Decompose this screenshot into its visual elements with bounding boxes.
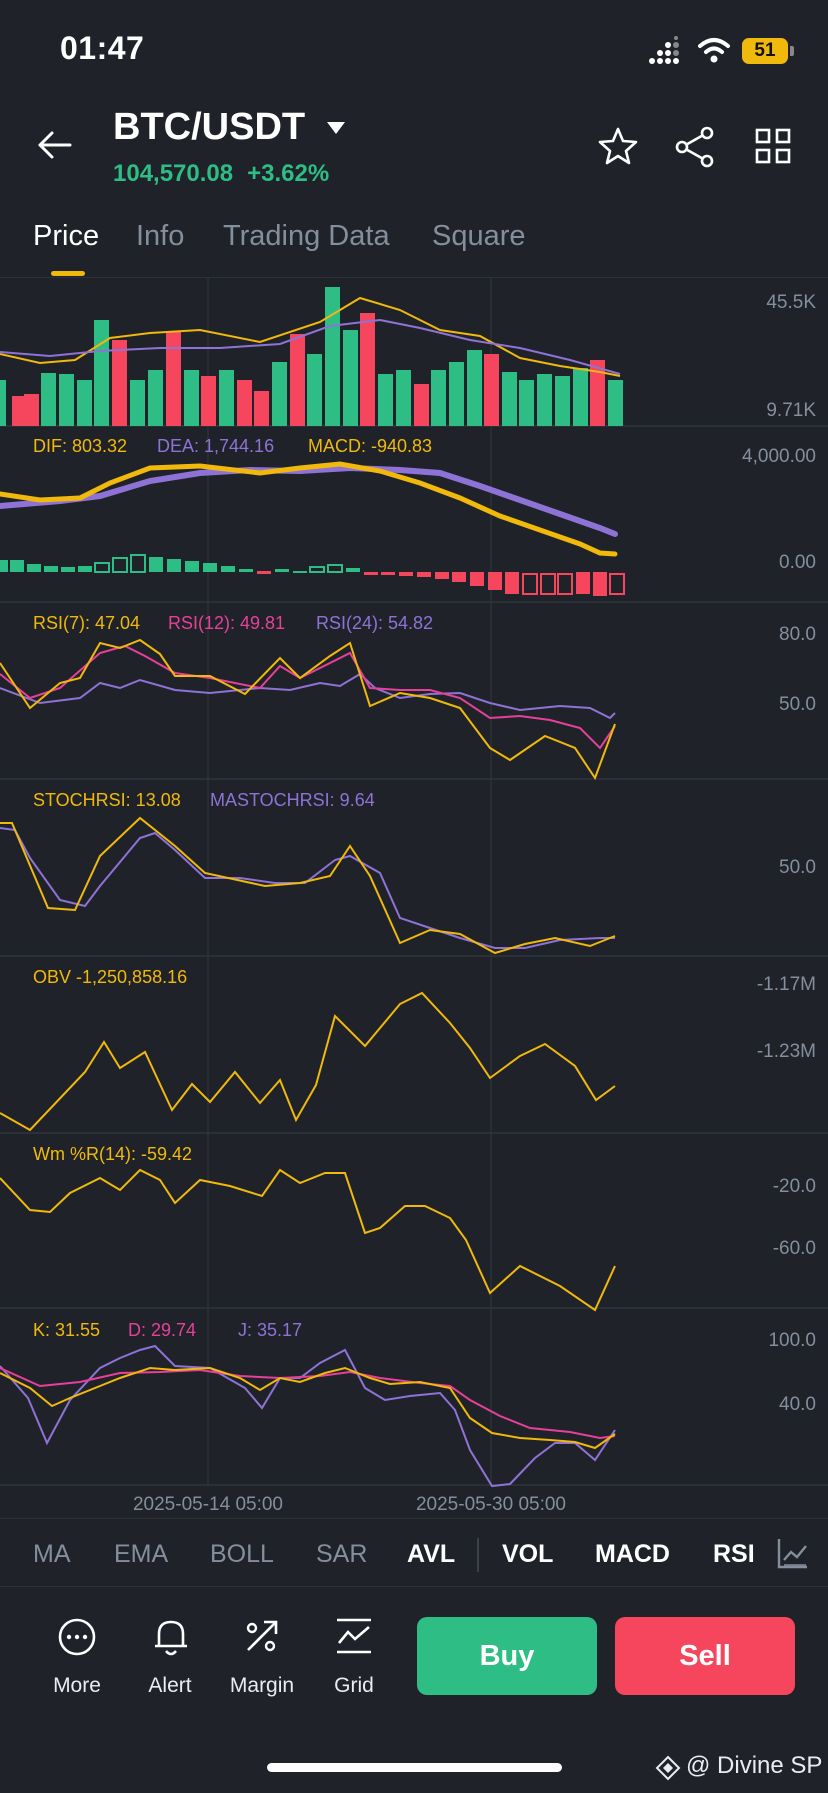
rsi7-line — [0, 638, 616, 781]
volume-bars — [0, 287, 623, 426]
tab-square[interactable]: Square — [432, 220, 526, 252]
indicator-rsi[interactable]: RSI — [713, 1540, 755, 1568]
svg-text:MASTOCHRSI: 9.64: MASTOCHRSI: 9.64 — [210, 790, 375, 810]
more-label: More — [53, 1674, 101, 1697]
back-arrow-icon[interactable] — [36, 128, 74, 162]
margin-label: Margin — [229, 1674, 295, 1697]
price-line: 104,570.08 +3.62% — [113, 160, 343, 188]
svg-text:4,000.00: 4,000.00 — [742, 446, 816, 467]
signal-icon — [649, 36, 679, 64]
svg-text:STOCHRSI: 13.08: STOCHRSI: 13.08 — [33, 790, 181, 810]
macd-histogram — [0, 554, 625, 596]
svg-text:-1.17M: -1.17M — [757, 974, 816, 995]
grid-layout-icon[interactable] — [755, 128, 791, 164]
svg-text:-60.0: -60.0 — [773, 1238, 816, 1259]
price-change: +3.62% — [247, 160, 330, 187]
svg-text:DEA: 1,744.16: DEA: 1,744.16 — [157, 436, 274, 456]
status-time: 01:47 — [60, 30, 145, 66]
grid-bot-icon — [337, 1618, 371, 1654]
svg-text:MACD: -940.83: MACD: -940.83 — [308, 436, 432, 456]
battery-cap — [790, 46, 794, 56]
indicator-sar[interactable]: SAR — [316, 1540, 368, 1568]
stochrsi-line — [0, 816, 616, 955]
obv-legend: OBV -1,250,858.16 — [33, 967, 187, 987]
obv-line — [0, 991, 616, 1132]
last-price: 104,570.08 — [113, 160, 234, 187]
svg-text:40.0: 40.0 — [779, 1394, 816, 1415]
svg-text:2025-05-14 05:00: 2025-05-14 05:00 — [133, 1494, 283, 1515]
macd-legend: DIF: 803.32 DEA: 1,744.16 MACD: -940.83 — [33, 436, 432, 456]
indicator-ema[interactable]: EMA — [114, 1540, 169, 1568]
tabs-divider — [0, 277, 828, 278]
svg-text:K: 31.55: K: 31.55 — [33, 1320, 100, 1340]
rsi-legend: RSI(7): 47.04 RSI(12): 49.81 RSI(24): 54… — [33, 613, 433, 633]
wr-legend: Wm %R(14): -59.42 — [33, 1144, 192, 1164]
svg-text:RSI(7): 47.04: RSI(7): 47.04 — [33, 613, 140, 633]
alert-label: Alert — [148, 1674, 192, 1697]
share-icon[interactable] — [674, 126, 716, 168]
binance-logo-icon — [655, 1755, 681, 1781]
svg-text:50.0: 50.0 — [779, 694, 816, 715]
grid-label: Grid — [334, 1674, 374, 1697]
indicator-bottom-divider — [0, 1586, 828, 1587]
more-icon — [58, 1618, 96, 1656]
svg-text:100.0: 100.0 — [768, 1330, 816, 1351]
home-indicator — [267, 1763, 562, 1772]
svg-text:-20.0: -20.0 — [773, 1176, 816, 1197]
svg-text:45.5K: 45.5K — [766, 292, 816, 313]
watermark: @ Divine SP — [686, 1752, 823, 1779]
svg-text:J: 35.17: J: 35.17 — [238, 1320, 302, 1340]
wr-line — [0, 1168, 616, 1312]
rsi12-line — [0, 644, 616, 750]
tab-indicator — [51, 271, 85, 276]
kdj-legend: K: 31.55 D: 29.74 J: 35.17 — [33, 1320, 302, 1340]
pair-title[interactable]: BTC/USDT — [113, 106, 306, 148]
indicator-avl[interactable]: AVL — [407, 1540, 456, 1568]
indicator-vol[interactable]: VOL — [502, 1540, 554, 1568]
sell-button[interactable]: Sell — [615, 1617, 795, 1695]
indicator-macd[interactable]: MACD — [595, 1540, 670, 1568]
svg-text:RSI(12): 49.81: RSI(12): 49.81 — [168, 613, 285, 633]
svg-text:D: 29.74: D: 29.74 — [128, 1320, 196, 1340]
kdj-k-line — [0, 1366, 616, 1450]
bell-icon — [155, 1620, 187, 1656]
indicator-top-divider — [0, 1518, 828, 1519]
svg-text:9.71K: 9.71K — [766, 400, 816, 421]
buy-button[interactable]: Buy — [417, 1617, 597, 1695]
tab-info[interactable]: Info — [136, 220, 185, 252]
mastochrsi-line — [0, 827, 615, 949]
svg-text:0.00: 0.00 — [779, 552, 816, 573]
tab-trading-data[interactable]: Trading Data — [223, 220, 390, 252]
rsi24-line — [0, 672, 616, 720]
svg-text:-1.23M: -1.23M — [757, 1041, 816, 1062]
svg-text:50.0: 50.0 — [779, 857, 816, 878]
vol-ma-purple — [0, 318, 621, 375]
star-icon[interactable] — [598, 126, 638, 166]
battery-indicator: 51 — [742, 38, 788, 64]
macd-dif-line — [0, 461, 618, 557]
indicator-separator — [477, 1538, 479, 1572]
margin-icon — [246, 1620, 278, 1652]
tab-price[interactable]: Price — [33, 220, 100, 252]
chart-settings-icon[interactable] — [776, 1536, 810, 1570]
wifi-icon — [698, 38, 730, 63]
indicator-ma[interactable]: MA — [33, 1540, 71, 1568]
indicator-boll[interactable]: BOLL — [210, 1540, 274, 1568]
svg-text:DIF: 803.32: DIF: 803.32 — [33, 436, 127, 456]
kdj-d-line — [0, 1367, 616, 1440]
stochrsi-legend: STOCHRSI: 13.08 MASTOCHRSI: 9.64 — [33, 790, 375, 810]
dropdown-caret-icon[interactable] — [326, 120, 346, 136]
svg-text:RSI(24): 54.82: RSI(24): 54.82 — [316, 613, 433, 633]
kdj-j-line — [0, 1344, 616, 1488]
svg-text:80.0: 80.0 — [779, 624, 816, 645]
indicator-chart[interactable]: 45.5K 9.71K DIF: 803.32 DEA: 1,744.16 MA… — [0, 278, 828, 1518]
vol-ma-yellow — [0, 296, 621, 377]
svg-text:2025-05-30 05:00: 2025-05-30 05:00 — [416, 1494, 566, 1515]
